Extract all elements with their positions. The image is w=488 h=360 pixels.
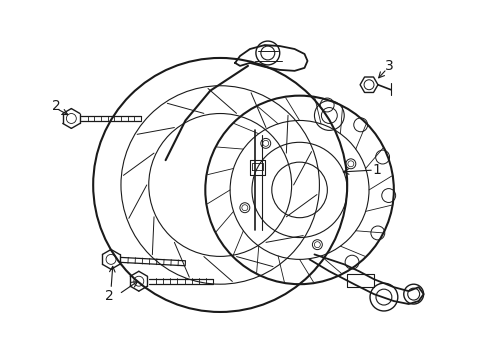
Text: 1: 1 [372, 163, 381, 177]
Text: 2: 2 [104, 289, 113, 303]
Text: 2: 2 [52, 99, 61, 113]
Text: 3: 3 [384, 59, 392, 73]
